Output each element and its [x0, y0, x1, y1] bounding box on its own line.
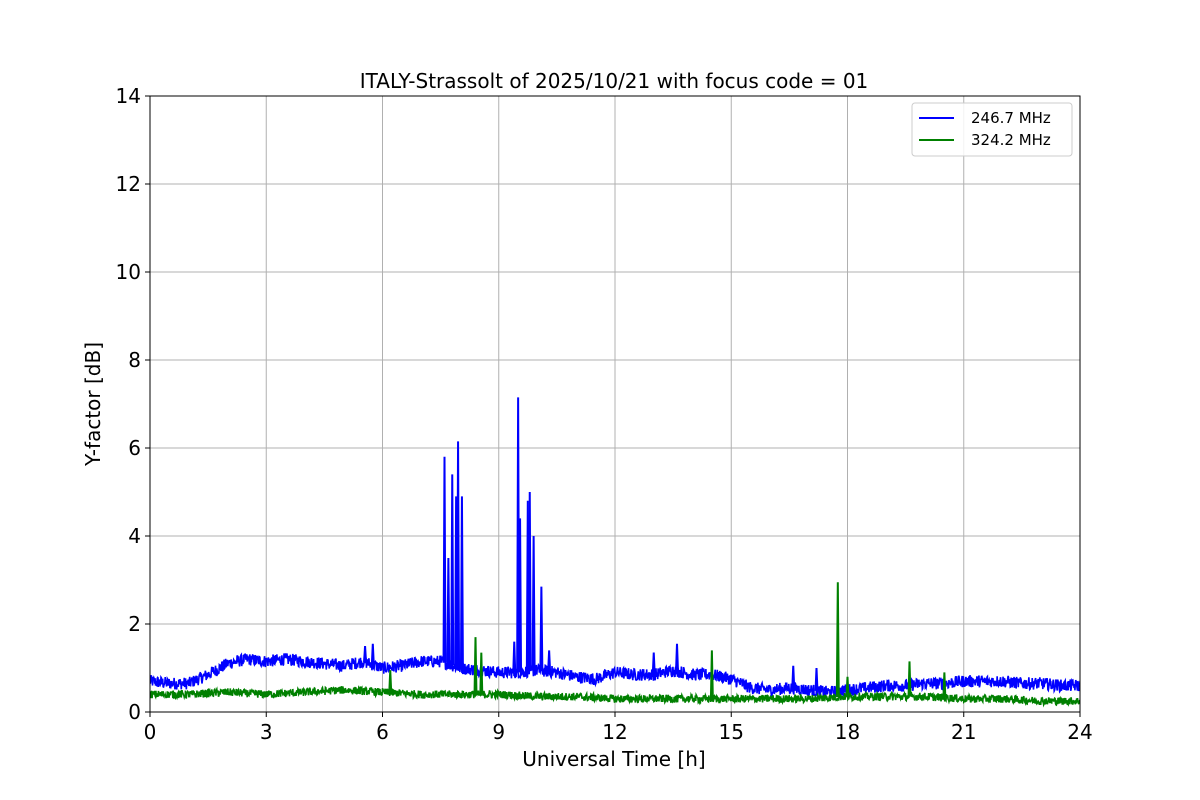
series-spike: [531, 535, 536, 671]
x-tick-label: 0: [144, 720, 157, 744]
series-green: [150, 582, 1080, 708]
series-spike: [845, 676, 850, 697]
series-spike: [473, 637, 478, 695]
x-tick-label: 24: [1067, 720, 1092, 744]
series-spike: [518, 518, 523, 673]
x-tick-label: 18: [835, 720, 860, 744]
series-spike: [791, 665, 796, 689]
series-blue: [150, 397, 1080, 698]
series-spike: [512, 641, 517, 673]
chart-title: ITALY-Strassolt of 2025/10/21 with focus…: [360, 69, 869, 93]
legend-box: [911, 102, 1073, 157]
series-spike: [942, 672, 947, 698]
series-spike: [651, 652, 656, 675]
series-spike: [459, 496, 464, 669]
y-axis-ticks: 0 2 4 6 8 10 12 14: [116, 84, 150, 724]
series-spike: [675, 643, 679, 672]
x-tick-label: 6: [376, 720, 389, 744]
series-spike: [539, 586, 544, 671]
x-tick-label: 9: [492, 720, 505, 744]
legend-label: 246.7 MHz: [971, 109, 1051, 127]
series-spike: [709, 650, 714, 699]
series-line: [150, 685, 1080, 708]
series-spike: [370, 643, 375, 665]
series-spike: [442, 456, 447, 663]
series-spike: [479, 652, 484, 695]
x-tick-label: 12: [602, 720, 627, 744]
y-tick-label: 0: [128, 700, 141, 724]
series-spike: [450, 474, 455, 666]
y-tick-label: 2: [128, 612, 141, 636]
series-spike: [835, 582, 840, 698]
legend: 246.7 MHz 324.2 MHz: [911, 102, 1073, 157]
x-axis-ticks: 0 3 6 9 12 15 18 21 24: [144, 712, 1093, 744]
x-tick-label: 21: [951, 720, 976, 744]
series-spike: [907, 661, 912, 697]
y-tick-label: 4: [128, 524, 141, 548]
plot-area: [150, 397, 1080, 708]
series-spike: [363, 645, 368, 663]
series-spike: [388, 670, 393, 693]
y-tick-label: 12: [116, 172, 141, 196]
legend-label: 324.2 MHz: [971, 131, 1051, 149]
series-spike: [547, 650, 552, 672]
y-tick-label: 6: [128, 436, 141, 460]
y-axis-label: Y-factor [dB]: [81, 342, 105, 467]
y-tick-label: 10: [116, 260, 141, 284]
x-axis-label: Universal Time [h]: [522, 747, 705, 771]
series-spike: [527, 491, 532, 672]
series-spike: [814, 667, 819, 691]
x-tick-label: 3: [260, 720, 273, 744]
y-tick-label: 14: [116, 84, 141, 108]
series-spike: [456, 441, 461, 668]
x-tick-label: 15: [719, 720, 744, 744]
series-line: [150, 652, 1080, 698]
y-tick-label: 8: [128, 348, 141, 372]
series-spike: [446, 557, 451, 665]
